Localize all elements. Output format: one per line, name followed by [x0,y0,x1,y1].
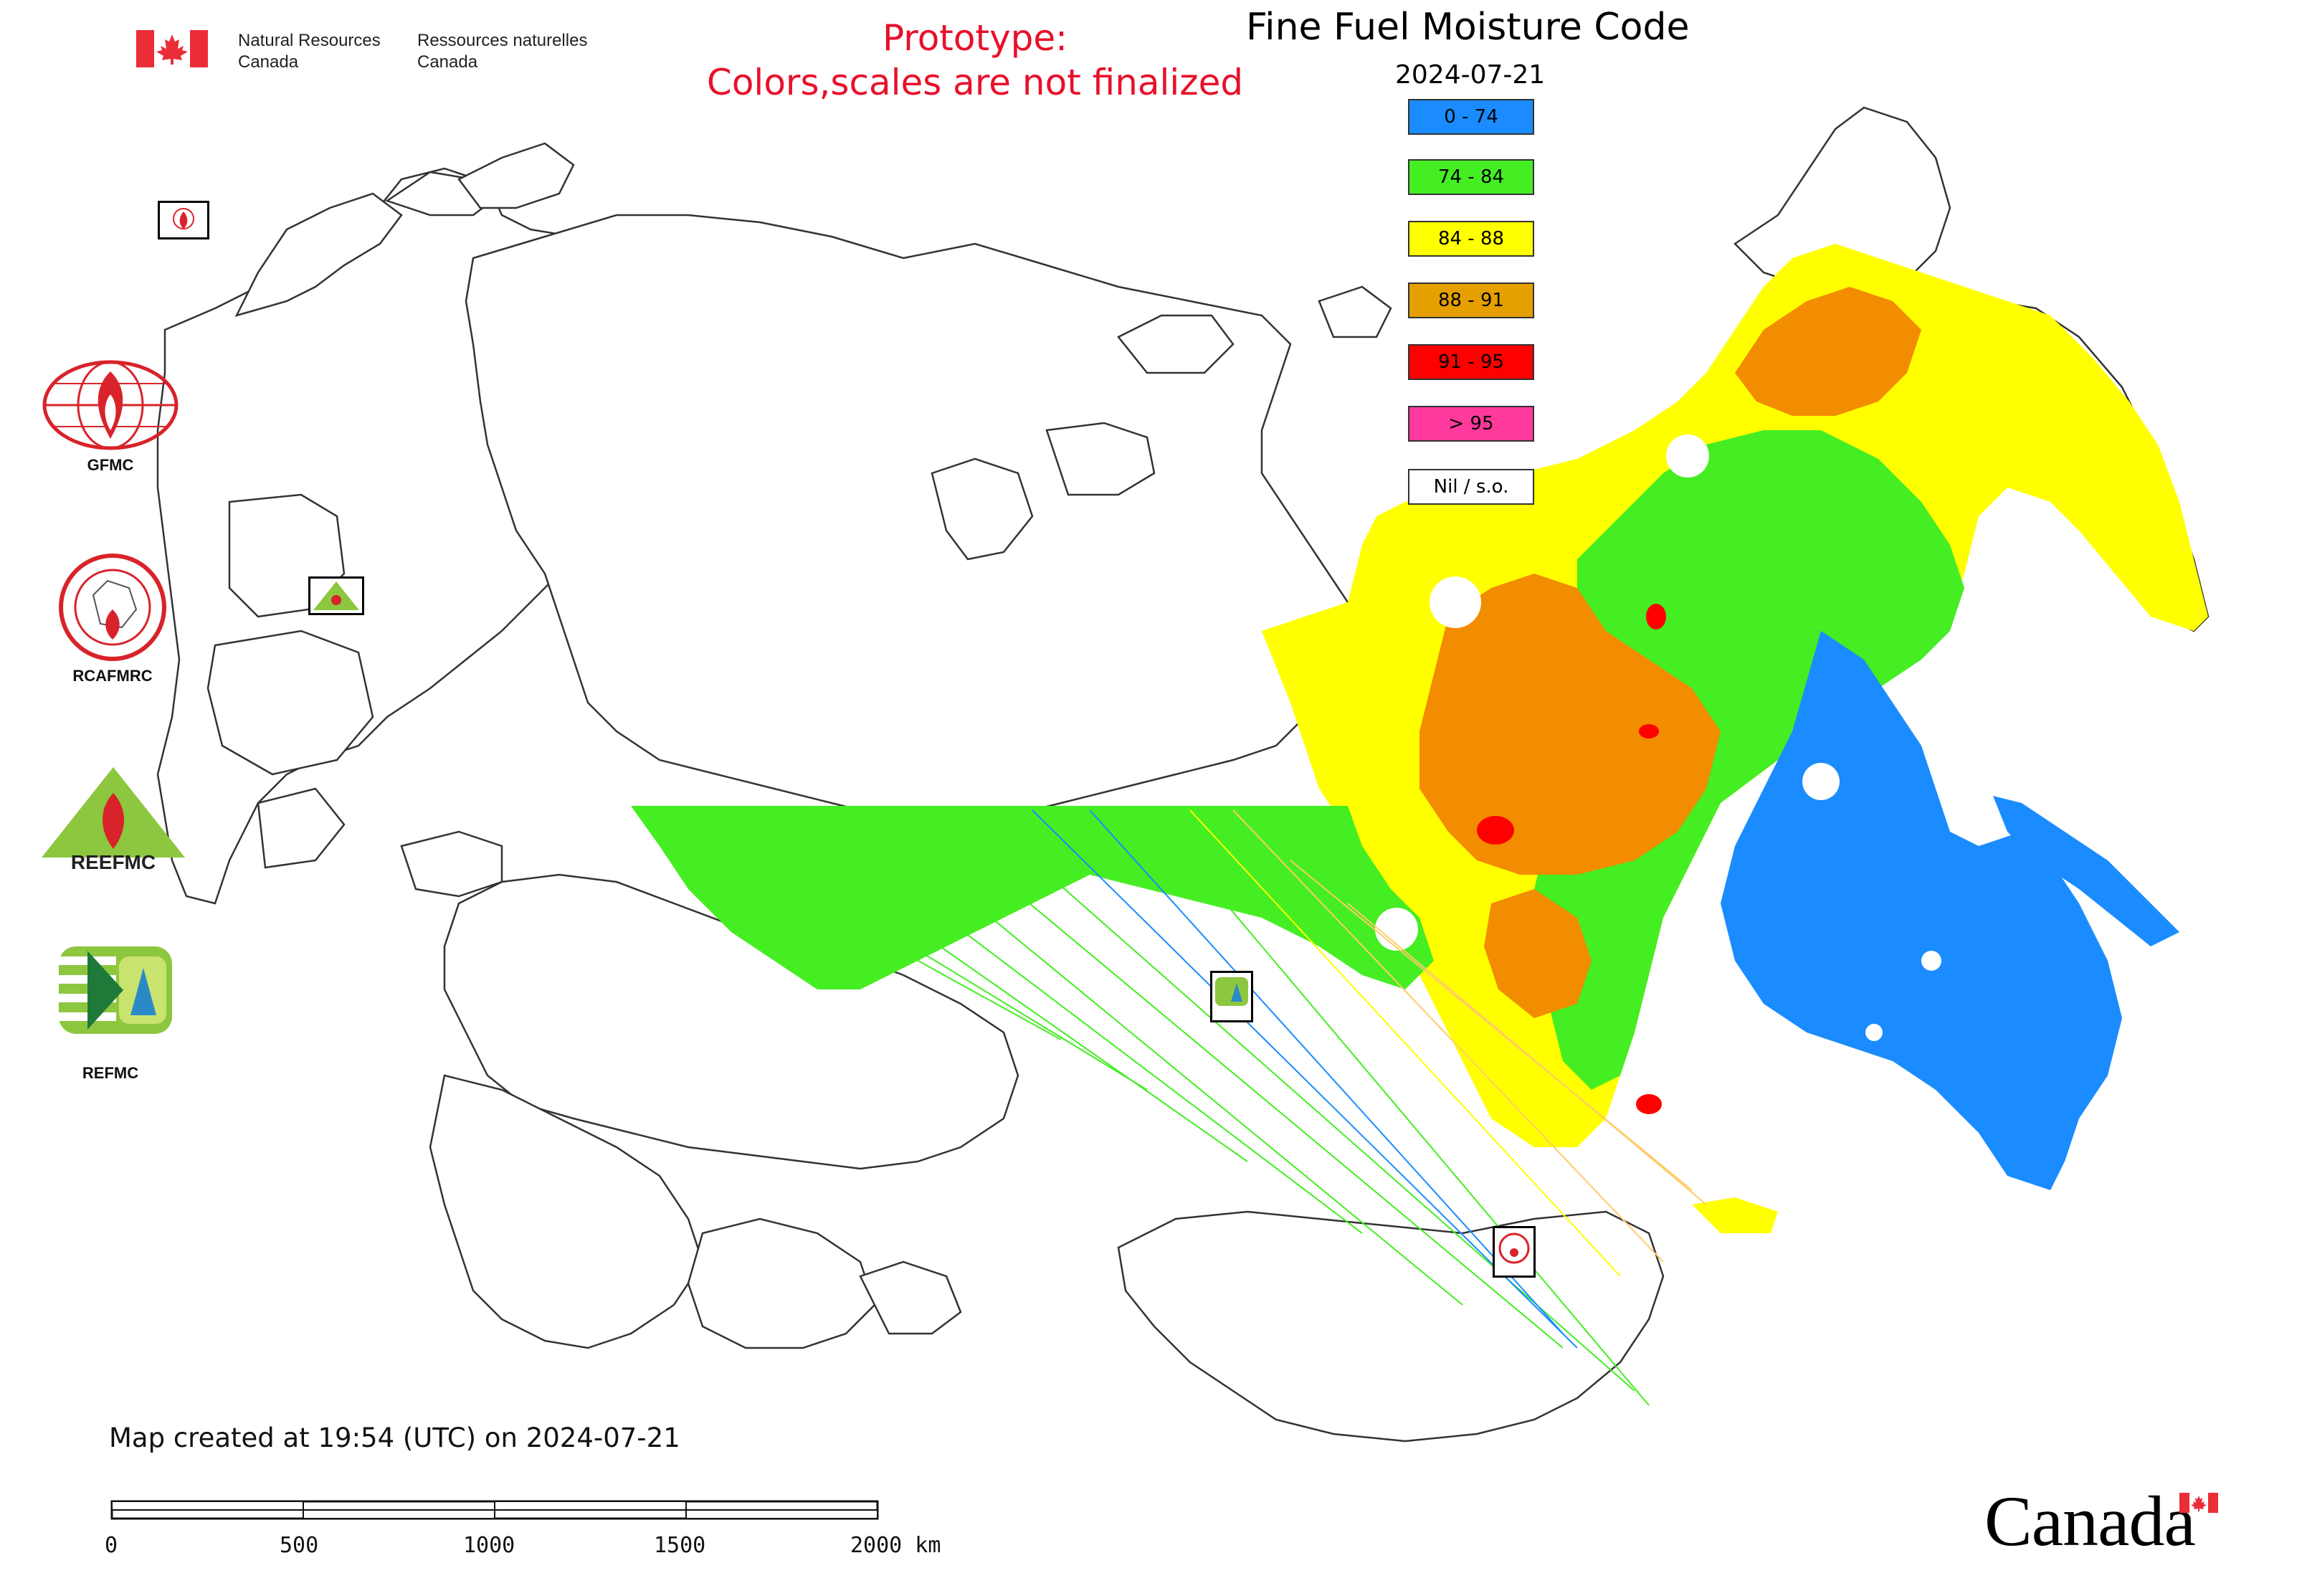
raster-streaks [645,809,1707,1406]
legend-label: 74 - 84 [1437,166,1505,188]
reefmc-logo-text: REEFMC [71,851,156,872]
legend-label: 84 - 88 [1437,228,1505,250]
ffmc-zone-74-84-west [631,806,1434,989]
prototype-notice: Prototype: Colors,scales are not finaliz… [674,16,1276,105]
canada-flag-icon [136,30,208,67]
rcafmrc-logo-icon [59,554,166,661]
dept-en-line2: Canada [238,52,299,72]
refmc-label: REFMC [82,1064,139,1082]
ffmc-zone-91-95-spot-3 [1646,604,1666,630]
dept-en-line1: Natural Resources [238,31,381,50]
legend-item-0-74: 0 - 74 [1408,99,1534,135]
gfmc-label: GFMC [87,456,134,474]
nodata-circle-5 [1865,1024,1883,1041]
prototype-line2: Colors,scales are not finalized [706,62,1244,103]
refmc-marker-icon [1215,977,1248,1006]
nodata-circle-3 [1802,763,1840,800]
ffmc-zone-84-88-island [1692,1197,1778,1233]
gfmc-logo-icon [42,360,179,450]
dept-fr-line2: Canada [417,52,478,72]
gfmc-marker [158,201,209,239]
refmc-logo-icon [59,946,172,1034]
ffmc-zone-88-91-southern [1484,889,1592,1018]
nodata-circle-6 [1693,1111,1713,1131]
ffmc-zone-74-84 [1534,430,1964,1090]
gfmc-marker-icon [173,208,194,229]
legend-item-91-95: 91 - 95 [1408,344,1534,380]
scale-bar [110,1500,879,1520]
legend-item-74-84: 74 - 84 [1408,159,1534,195]
refmc-marker [1210,971,1253,1022]
reefmc-marker [308,576,364,615]
rcafmrc-label: RCAFMRC [72,667,153,685]
ffmc-zone-91-95-spot-2 [1639,724,1659,738]
scale-label-0: 0 [105,1533,118,1558]
rcafmrc-marker [1493,1226,1536,1278]
legend-label: 0 - 74 [1444,106,1498,128]
ffmc-zone-88-91-north [1735,287,1921,416]
legend-item-gt-95: > 95 [1408,406,1534,442]
canada-wordmark: Canada [1984,1481,2196,1561]
rcafmrc-marker-icon [1498,1232,1530,1264]
scale-label-2000: 2000 km [850,1533,941,1558]
legend-item-88-91: 88 - 91 [1408,282,1534,318]
nodata-circle-1 [1666,434,1709,478]
reefmc-marker-icon [313,581,359,610]
wordmark-flag-icon [2179,1493,2218,1513]
map-title: Fine Fuel Moisture Code [1246,6,1690,49]
reefmc-logo-icon: REEFMC [42,767,185,872]
nodata-circle-4 [1921,951,1941,971]
country-borders [156,106,2210,1443]
dept-name-fr: Ressources naturelles Canada [417,30,587,73]
legend-item-nil: Nil / s.o. [1408,469,1534,505]
legend-label: 88 - 91 [1437,290,1505,311]
legend-item-84-88: 84 - 88 [1408,221,1534,257]
ffmc-zone-0-74-sakhalin [1993,796,2179,946]
scale-label-500: 500 [280,1533,319,1558]
ffmc-raster [631,244,2208,1233]
ffmc-zone-91-95-spot-4 [1636,1094,1662,1114]
prototype-line1: Prototype: [882,17,1068,59]
scale-label-1000: 1000 [463,1533,515,1558]
map-created-text: Map created at 19:54 (UTC) on 2024-07-21 [109,1422,680,1453]
ffmc-zone-91-95-spot-1 [1477,816,1514,845]
nodata-circle-7 [1375,908,1418,951]
scale-label-1500: 1500 [654,1533,706,1558]
legend-label: > 95 [1448,413,1494,434]
nodata-circle-2 [1430,576,1481,628]
dept-name-en: Natural Resources Canada [238,30,381,73]
legend-label: 91 - 95 [1437,351,1505,373]
ffmc-zone-88-91 [1419,574,1721,875]
dept-fr-line1: Ressources naturelles [417,31,588,50]
legend-label: Nil / s.o. [1433,476,1509,498]
map-date: 2024-07-21 [1395,60,1546,90]
